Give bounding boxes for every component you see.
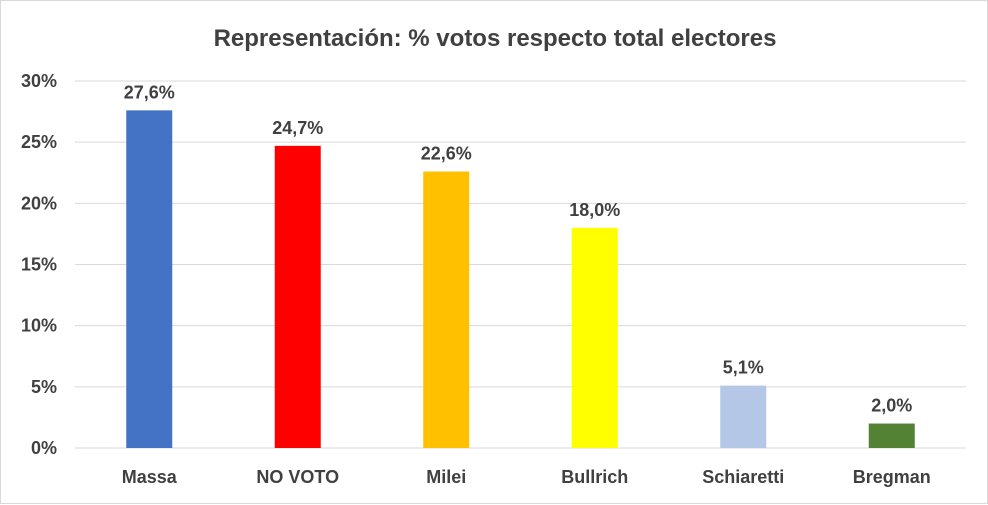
x-tick-label: Schiaretti [702,467,784,487]
bar-massa [126,110,173,449]
y-tick-label: 20% [21,193,57,213]
bar-no-voto [274,145,321,448]
chart-title: Representación: % votos respecto total e… [214,25,777,52]
gridlines: 0% 5% 10% 15% 20% 25% 30% [21,71,966,458]
data-label: 24,7% [272,118,323,138]
bar-bullrich [571,227,618,448]
y-tick-label: 0% [31,438,57,458]
bar-milei [423,171,470,448]
data-label: 27,6% [124,82,175,102]
y-tick-label: 5% [31,377,57,397]
bars: 27,6% Massa 24,7% NO VOTO 22,6% Milei 18,0% Bul… [122,82,931,487]
x-tick-label: Massa [122,467,178,487]
data-label: 18,0% [569,200,620,220]
data-label: 22,6% [421,144,472,164]
x-tick-label: Bullrich [561,467,628,487]
x-tick-label: NO VOTO [256,467,339,487]
y-tick-label: 15% [21,255,57,275]
y-tick-label: 25% [21,132,57,152]
x-tick-label: Milei [426,467,466,487]
bar-bregman [868,423,915,448]
y-tick-label: 10% [21,316,57,336]
bar-schiaretti [720,385,767,448]
y-tick-label: 30% [21,71,57,91]
data-label: 2,0% [871,396,912,416]
data-label: 5,1% [723,358,764,378]
x-tick-label: Bregman [853,467,931,487]
